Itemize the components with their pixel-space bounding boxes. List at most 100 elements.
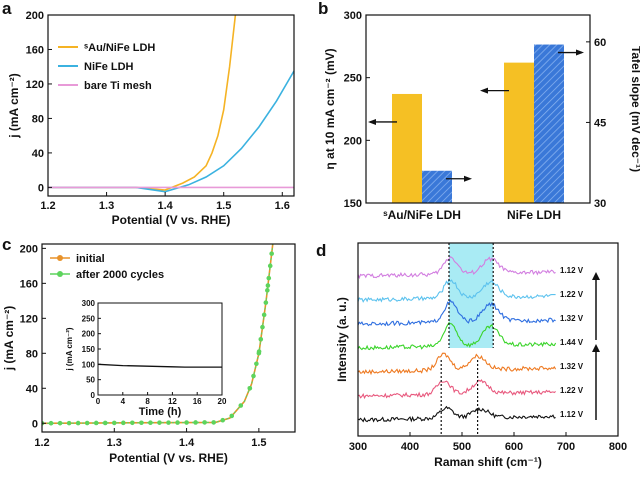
data-point [265,288,270,293]
y-tick-label: 0 [38,182,44,194]
legend-label: initial [76,253,105,265]
x-tick-label: 1.5 [216,200,231,212]
panel-b-chart: b ˢAu/NiFe LDH NiFe LDH 150 200 250 300 30 45 60 η… [318,0,640,222]
x-tick-label: 400 [401,441,419,453]
inset-frame [97,302,223,396]
inset-y-tick-label: 200 [82,330,96,339]
y2-axis-label: Tafel slope (mV dec⁻¹) [629,46,640,172]
arrow-left-head [480,87,488,94]
legend-label: ˢAu/NiFe LDH [84,42,155,54]
panel-label: d [316,241,326,260]
x-tick-label: 600 [505,441,523,453]
data-point [84,420,90,426]
data-point [220,417,226,423]
spectrum-potential-label: 1.32 V [560,314,584,323]
data-point [247,385,253,391]
data-point [193,420,198,425]
data-point [121,420,126,426]
x-tick-label: 1.3 [107,437,122,449]
spectrum-potential-label: 1.12 V [560,410,584,419]
spectrum-line-7 [357,256,556,280]
bar-overpotential [504,62,534,204]
category-label: NiFe LDH [507,208,561,222]
x-tick-label: 700 [557,441,575,453]
spectrum-potential-label: 1.32 V [560,362,584,371]
data-point [102,420,108,426]
panel-a-chart: a 1.2 1.3 1.4 1.5 1.6 0 40 80 120 160 200 Potential … [2,0,295,227]
inset-y-tick-label: 150 [82,345,96,354]
y-tick-label: 300 [344,10,362,22]
highlight-band [449,243,494,348]
bar-overpotential [392,93,422,203]
x-tick-label: 1.4 [179,437,195,449]
inset-y-tick-label: 250 [82,314,96,323]
plot-frame [357,242,619,437]
data-point [266,275,272,281]
data-point [93,420,99,426]
series-line-after-cycles [42,244,274,424]
y-tick-label: 0 [32,418,38,430]
y-tick-label: 150 [344,198,362,210]
inset-line [97,363,222,368]
x-axis-label: Raman shift (cm⁻¹) [434,455,542,469]
x-tick-label: 1.6 [275,200,290,212]
data-point [238,403,244,408]
data-point [130,420,135,426]
data-point [111,420,117,426]
x-axis-label: Potential (V vs. RHE) [112,213,231,227]
y-tick-label: 120 [26,79,44,91]
y-tick-label: 200 [20,243,38,255]
inset-x-tick-label: 16 [193,397,202,406]
x-tick-label: 1.4 [157,200,173,212]
data-point [166,420,171,425]
data-point [66,420,72,426]
data-point [139,420,144,426]
data-point [157,420,162,425]
data-point [229,413,235,419]
data-point [184,420,189,425]
inset-x-tick-label: 8 [145,397,150,406]
spectrum-potential-label: 1.12 V [560,266,584,275]
legend-label: NiFe LDH [84,61,134,73]
data-point [267,263,273,269]
y-tick-label: 120 [20,313,38,325]
y-tick-label: 200 [26,10,44,22]
panel-label: b [318,0,328,18]
data-point [269,251,274,256]
y-tick-label: 80 [26,348,38,360]
arrow-upper-head [592,272,600,280]
spectrum-line-2 [357,379,556,400]
y-tick-label: 40 [32,148,44,160]
y-tick-label: 40 [26,383,38,395]
x-tick-label: 1.2 [34,437,49,449]
data-point [254,361,259,367]
inset-x-tick-label: 20 [218,397,227,406]
y-axis-label: η at 10 mA cm⁻² (mV) [323,48,337,169]
spectrum-potential-label: 1.22 V [560,386,584,395]
inset-x-tick-label: 0 [96,397,101,406]
y2-tick-label: 60 [594,37,606,49]
arrow-lower-head [592,344,600,352]
series-line-1 [48,14,237,191]
inset-y-tick-label: 0 [91,391,96,400]
data-point [75,420,81,426]
y-tick-label: 160 [26,44,44,56]
y2-tick-label: 30 [594,198,606,210]
series-line-2 [48,70,295,193]
y2-tick-label: 45 [594,117,606,129]
spectrum-line-4 [357,322,557,351]
spectrum-potential-label: 1.44 V [560,338,584,347]
bar-tafel-slope [422,170,452,203]
bar-tafel-slope [534,44,564,203]
x-tick-label: 1.5 [251,437,266,449]
inset-x-tick-label: 4 [121,397,126,406]
data-point [256,349,262,354]
data-point [265,283,271,288]
x-tick-label: 500 [453,441,471,453]
arrow-right-head [576,49,584,56]
spectrum-line-3 [357,352,557,376]
inset-x-tick-label: 12 [168,397,177,406]
inset-y-axis-label: j (mA cm⁻²) [65,327,74,371]
data-point [263,300,269,305]
